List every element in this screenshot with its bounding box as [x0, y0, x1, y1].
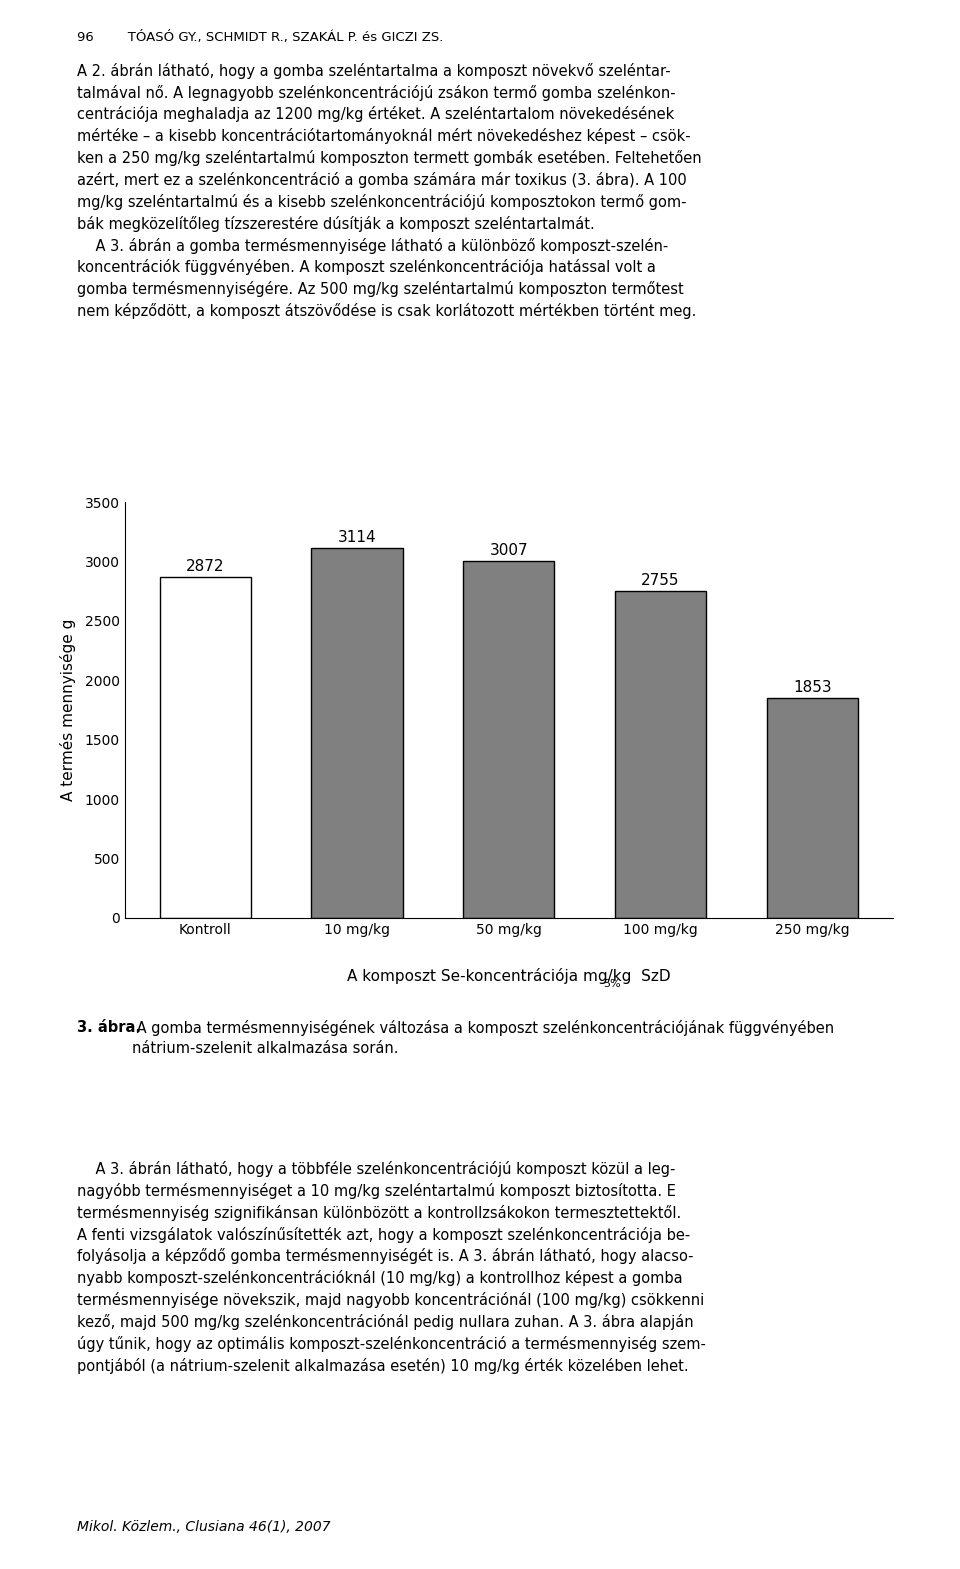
Bar — [767, 698, 858, 918]
Text: A gomba termésmennyiségének változása a komposzt szelénkoncentrációjának függvén: A gomba termésmennyiségének változása a … — [132, 1020, 834, 1056]
Text: 5%: 5% — [604, 979, 621, 988]
Bar — [615, 590, 707, 918]
Text: Mikol. Közlem., Clusiana 46(1), 2007: Mikol. Közlem., Clusiana 46(1), 2007 — [77, 1520, 330, 1534]
Bar — [464, 560, 554, 918]
Text: 1853: 1853 — [793, 679, 831, 695]
Text: A komposzt Se-koncentrációja mg/kg  SzD: A komposzt Se-koncentrációja mg/kg SzD — [347, 968, 671, 984]
Text: A 3. ábrán látható, hogy a többféle szelénkoncentrációjú komposzt közül a leg-
n: A 3. ábrán látható, hogy a többféle szel… — [77, 1161, 706, 1374]
Text: 2755: 2755 — [641, 573, 680, 588]
Text: 96        TÓASÓ GY., SCHMIDT R., SZAKÁL P. és GICZI ZS.: 96 TÓASÓ GY., SCHMIDT R., SZAKÁL P. és G… — [77, 31, 444, 44]
Bar — [311, 548, 402, 918]
Y-axis label: A termés mennyisége g: A termés mennyisége g — [60, 618, 77, 802]
Text: A 2. ábrán látható, hogy a gomba szeléntartalma a komposzt növekvő szeléntar-
ta: A 2. ábrán látható, hogy a gomba szelént… — [77, 63, 702, 319]
Text: 3114: 3114 — [338, 530, 376, 544]
Text: 2872: 2872 — [186, 559, 225, 574]
Text: 3. ábra.: 3. ábra. — [77, 1020, 141, 1036]
Bar — [159, 577, 251, 918]
Text: 3007: 3007 — [490, 543, 528, 557]
